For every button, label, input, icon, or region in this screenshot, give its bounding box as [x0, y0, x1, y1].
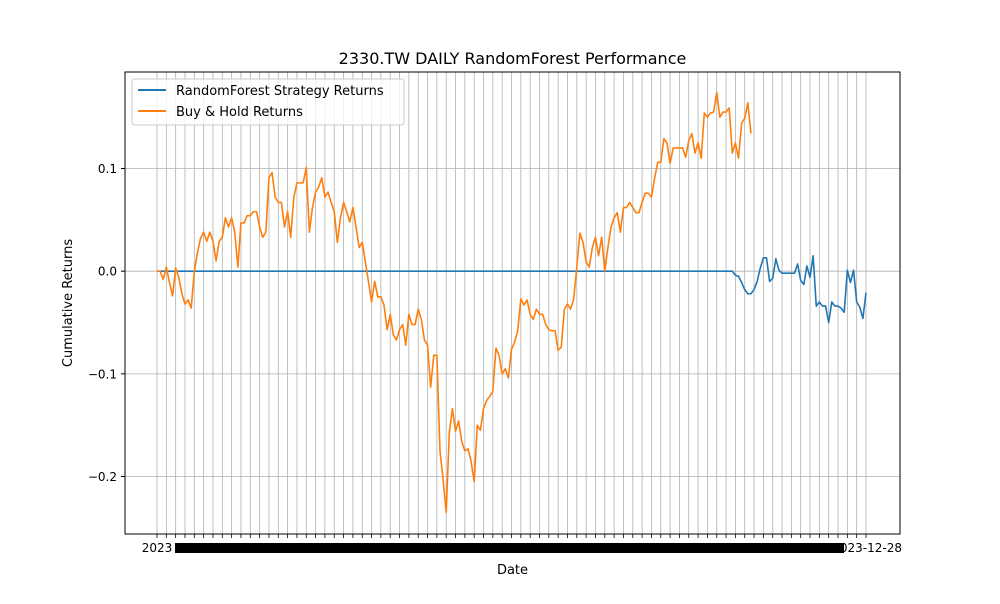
legend-label-strategy: RandomForest Strategy Returns [176, 84, 384, 99]
x-axis: 2023 2023-12-28 [142, 534, 902, 555]
plot-frame [124, 71, 901, 535]
y-axis-label: Cumulative Returns [61, 239, 76, 367]
series-line-strategy [157, 254, 867, 324]
y-tick-label: 0.0 [98, 265, 117, 279]
legend-frame [131, 78, 405, 126]
x-tick-label-end: 2023-12-28 [832, 541, 902, 555]
y-axis: −0.2 −0.1 0.0 0.1 [88, 162, 125, 484]
x-tick-label-start: 2023 [142, 541, 173, 555]
x-axis-label: Date [497, 563, 528, 578]
legend-label-buy-hold: Buy & Hold Returns [176, 105, 303, 120]
y-tick-label: −0.1 [88, 367, 117, 381]
series-line-buy-hold [157, 91, 752, 514]
x-tick-labels-overlap [175, 543, 844, 553]
y-tick-label: 0.1 [98, 162, 117, 176]
series-layer [157, 91, 867, 514]
legend: RandomForest Strategy Returns Buy & Hold… [131, 78, 405, 126]
y-tick-label: −0.2 [88, 470, 117, 484]
chart-title: 2330.TW DAILY RandomForest Performance [339, 49, 687, 68]
